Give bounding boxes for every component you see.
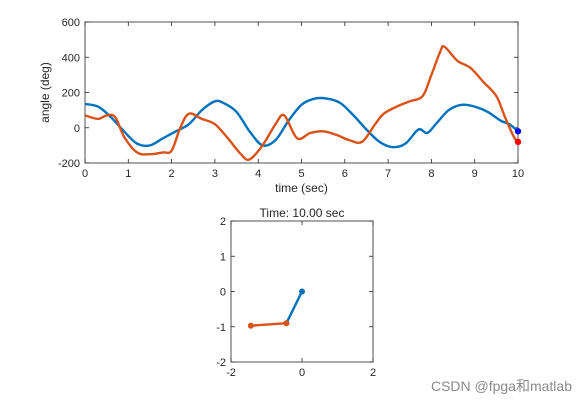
x-tick-label: 0 — [299, 367, 305, 379]
angle-series-line-2 — [84, 45, 519, 162]
y-axis-label: angle (deg) — [38, 62, 52, 123]
pendulum-joint-2-2 — [247, 322, 254, 329]
y-tick-label: 400 — [62, 52, 80, 64]
current-angle-marker-2 — [514, 138, 522, 146]
plot-area — [84, 21, 519, 164]
plot-title: Time: 10.00 sec — [260, 206, 345, 220]
x-tick-label: 4 — [255, 168, 261, 180]
x-tick-label: 8 — [428, 168, 434, 180]
y-tick-label: -2 — [216, 357, 226, 369]
watermark-text: CSDN @fpga和matlab — [431, 378, 572, 394]
y-tick-label: 600 — [62, 17, 80, 29]
y-tick-label: -1 — [216, 322, 226, 334]
x-tick-label: 0 — [82, 168, 88, 180]
x-tick-label: 5 — [298, 168, 304, 180]
y-tick-label: 0 — [220, 287, 226, 299]
x-tick-label: 7 — [385, 168, 391, 180]
x-tick-label: -2 — [226, 367, 236, 379]
pendulum-link-2 — [250, 322, 287, 327]
current-angle-marker-1 — [514, 128, 522, 135]
x-tick-label: 1 — [125, 168, 131, 180]
pendulum-link-1 — [285, 290, 304, 324]
y-tick-label: -200 — [58, 158, 80, 170]
y-tick-label: 2 — [220, 216, 226, 228]
pendulum-plot: -2 0 2 -2 -1 0 1 2 Time: 10.00 sec — [216, 206, 376, 379]
pendulum-joint-1-1 — [299, 288, 305, 295]
x-axis-label: time (sec) — [275, 181, 328, 195]
x-tick-label: 2 — [169, 168, 175, 180]
angle-series-line-1 — [84, 96, 519, 149]
y-tick-label: 200 — [62, 88, 80, 100]
x-tick-label: 2 — [370, 367, 376, 379]
y-tick-label: 1 — [220, 251, 226, 263]
x-tick-label: 6 — [342, 168, 348, 180]
x-tick-label: 3 — [212, 168, 218, 180]
pendulum-joint-2-1 — [283, 320, 290, 327]
y-tick-label: 0 — [74, 123, 80, 135]
x-tick-label: 10 — [512, 168, 524, 180]
x-tick-label: 9 — [472, 168, 478, 180]
